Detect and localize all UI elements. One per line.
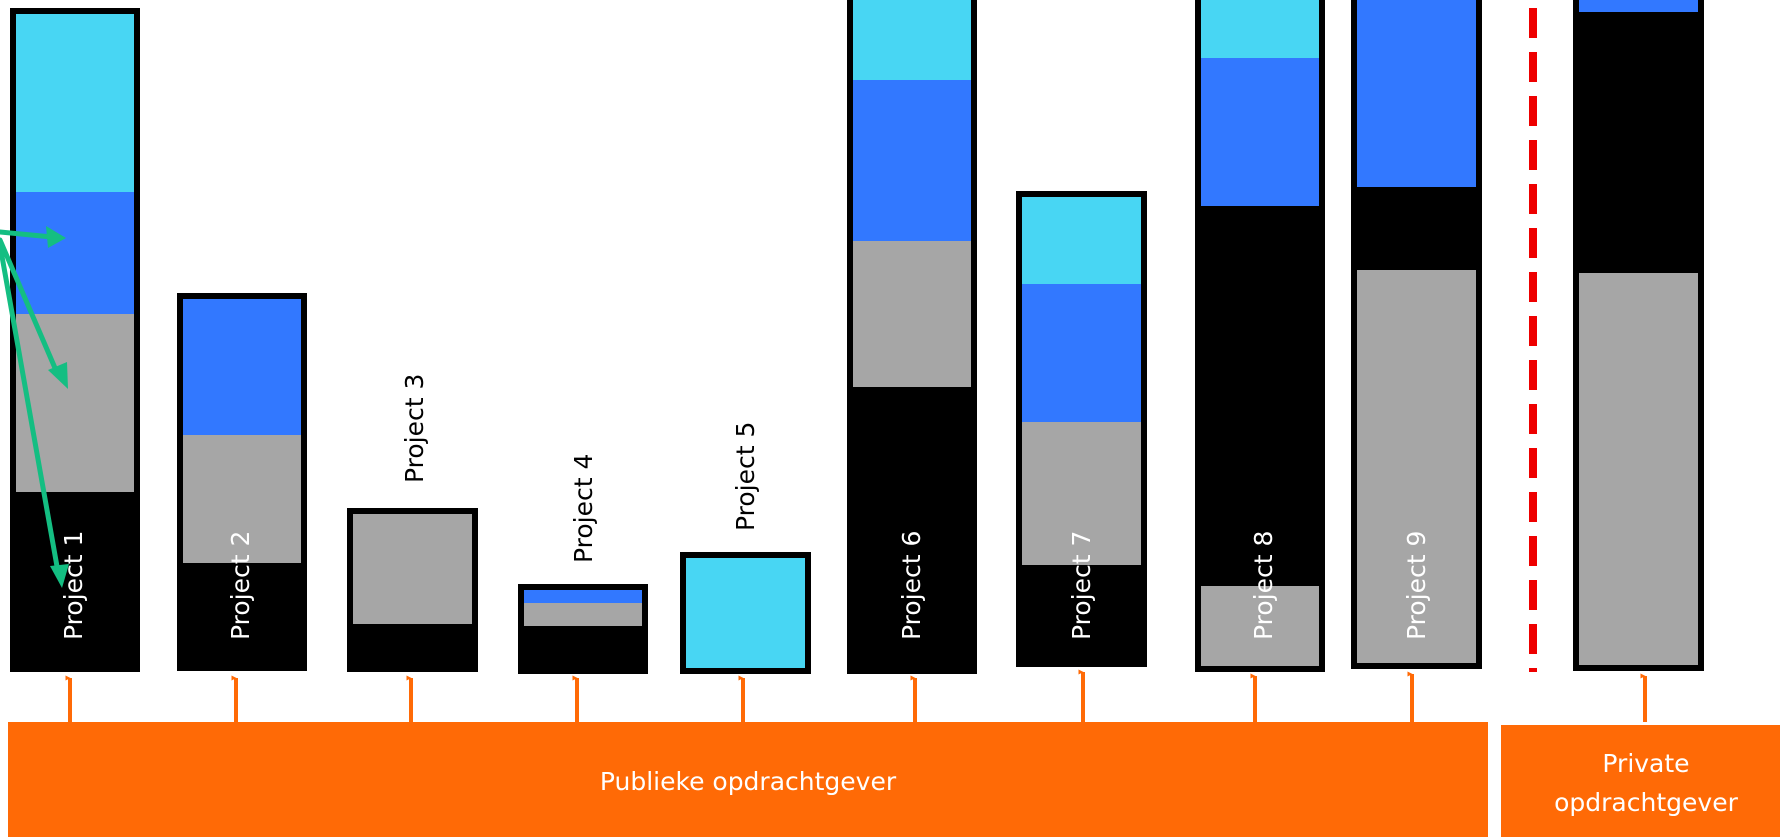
segment-light-blue — [853, 0, 971, 80]
public-client-background — [8, 722, 1488, 837]
project-4-bar: Project 4 — [518, 454, 648, 674]
segment-blue — [16, 192, 134, 314]
private-client-label-line1: Private — [1602, 749, 1689, 778]
segment-gray — [1201, 586, 1319, 666]
private-project-bar — [1573, 0, 1704, 671]
segment-gray — [524, 603, 642, 626]
segment-light-blue — [686, 558, 805, 668]
project-1-bar: Project 1 — [10, 8, 140, 672]
project-7-bar: Project 7 — [1016, 191, 1147, 667]
segment-blue — [1201, 58, 1319, 206]
green-arrow-line — [0, 229, 55, 240]
segment-light-blue — [16, 14, 134, 192]
green-arrows — [0, 226, 69, 588]
project-1-label: Project 1 — [59, 531, 88, 640]
green-arrowhead — [46, 226, 66, 248]
orange-connectors — [65, 669, 1647, 722]
segment-blue — [524, 590, 642, 603]
project-7-label: Project 7 — [1067, 531, 1096, 640]
public-client-box: Publieke opdrachtgever — [8, 722, 1488, 837]
private-client-background — [1501, 725, 1780, 837]
segment-gray — [1022, 422, 1141, 565]
project-8-label: Project 8 — [1249, 531, 1278, 640]
project-9-bar: Project 9 — [1351, 0, 1482, 669]
project-2-bar: Project 2 — [177, 293, 307, 671]
segment-gray — [16, 314, 134, 492]
project-6-bar: Project 6 — [847, 0, 977, 674]
project-2-label: Project 2 — [226, 531, 255, 640]
segment-blue — [1357, 0, 1476, 187]
segment-gray — [1357, 270, 1476, 663]
project-8-bar: Project 8 — [1195, 0, 1325, 672]
segment-blue — [853, 80, 971, 241]
project-5-bar: Project 5 — [680, 422, 811, 674]
project-3-label: Project 3 — [400, 374, 429, 483]
project-6-label: Project 6 — [897, 531, 926, 640]
project-9-label: Project 9 — [1402, 531, 1431, 640]
private-client-box: Private opdrachtgever — [1501, 725, 1780, 837]
segment-gray — [853, 241, 971, 387]
private-client-label-line2: opdrachtgever — [1554, 788, 1738, 817]
project-3-bar: Project 3 — [347, 374, 478, 672]
green-arrow-line — [0, 237, 61, 378]
segment-gray — [1579, 273, 1698, 665]
segment-light-blue — [1022, 197, 1141, 284]
green-arrowhead — [48, 362, 68, 389]
segment-gray — [353, 514, 472, 624]
public-client-label: Publieke opdrachtgever — [600, 767, 897, 796]
segment-blue — [183, 299, 301, 435]
segment-blue — [1022, 284, 1141, 422]
green-arrowhead — [50, 564, 69, 588]
project-5-label: Project 5 — [731, 422, 760, 531]
segment-blue — [1579, 0, 1698, 12]
segment-light-blue — [1201, 0, 1319, 58]
segment-gray — [183, 435, 301, 563]
green-arrow-line — [0, 242, 61, 575]
project-4-label: Project 4 — [569, 454, 598, 563]
